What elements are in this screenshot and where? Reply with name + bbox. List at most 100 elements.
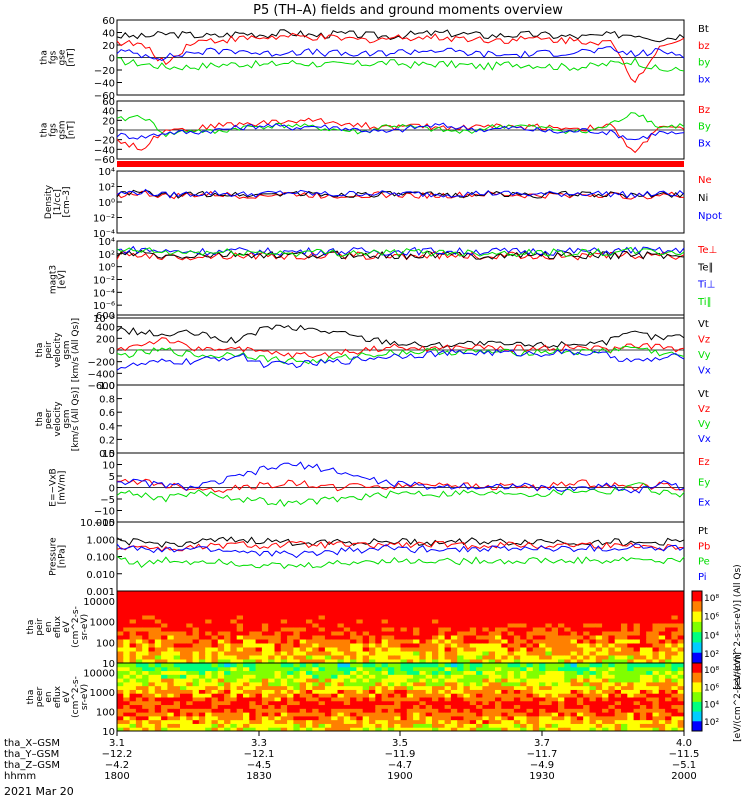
heatmap-cell <box>324 727 332 732</box>
heatmap-cell <box>293 685 301 690</box>
heatmap-cell <box>230 708 238 713</box>
heatmap-cell <box>268 685 275 690</box>
heatmap-cell <box>413 623 420 628</box>
heatmap-cell <box>608 655 616 660</box>
heatmap-cell <box>343 693 351 698</box>
heatmap-cell <box>595 685 603 690</box>
heatmap-cell <box>350 659 357 664</box>
heatmap-cell <box>224 685 231 690</box>
heatmap-cell <box>274 704 282 709</box>
heatmap-cell <box>293 715 301 721</box>
heatmap-cell <box>457 611 464 616</box>
heatmap-cell <box>639 655 647 660</box>
heatmap-cell <box>192 595 200 600</box>
heatmap-cell <box>362 689 370 694</box>
heatmap-cell <box>513 719 521 724</box>
heatmap-cell <box>243 715 250 721</box>
heatmap-cell <box>324 712 332 717</box>
heatmap-cell <box>198 643 206 648</box>
heatmap-cell <box>614 727 622 732</box>
heatmap-cell <box>362 674 370 679</box>
heatmap-cell <box>507 663 515 668</box>
heatmap-cell <box>324 655 332 660</box>
heatmap-cell <box>306 712 313 717</box>
heatmap-cell <box>438 607 446 612</box>
heatmap-cell <box>595 647 603 652</box>
heatmap-cell <box>425 619 433 624</box>
heatmap-cell <box>406 697 414 702</box>
heatmap-cell <box>627 697 635 702</box>
heatmap-cell <box>324 659 332 664</box>
heatmap-cell <box>236 635 244 640</box>
heatmap-cell <box>564 623 572 628</box>
heatmap-cell <box>469 670 477 675</box>
heatmap-cell <box>135 663 143 668</box>
heatmap-cell <box>526 603 534 608</box>
y-axis-label: [nT] <box>67 48 77 66</box>
heatmap-cell <box>621 599 628 604</box>
heatmap-cell <box>463 619 471 624</box>
heatmap-cell <box>173 670 181 675</box>
heatmap-cell <box>394 685 401 690</box>
legend-Ni: Ni <box>698 193 708 204</box>
heatmap-cell <box>646 623 653 628</box>
heatmap-cell <box>495 693 502 698</box>
heatmap-cell <box>173 727 181 732</box>
heatmap-cell <box>425 639 433 644</box>
heatmap-cell <box>608 591 616 596</box>
heatmap-cell <box>476 595 483 600</box>
heatmap-cell <box>608 719 616 724</box>
heatmap-cell <box>671 627 679 632</box>
heatmap-cell <box>419 659 427 664</box>
heatmap-cell <box>488 591 496 596</box>
heatmap-cell <box>671 727 679 732</box>
heatmap-cell <box>501 715 509 721</box>
heatmap-cell <box>369 603 376 608</box>
heatmap-cell <box>280 639 288 644</box>
heatmap-cell <box>230 607 238 612</box>
heatmap-cell <box>589 685 597 690</box>
heatmap-cell <box>658 595 666 600</box>
heatmap-cell <box>425 685 433 690</box>
heatmap-cell <box>350 647 357 652</box>
heatmap-cell <box>507 631 515 636</box>
heatmap-cell <box>526 595 534 600</box>
heatmap-cell <box>318 670 326 675</box>
heatmap-cell <box>167 631 175 636</box>
heatmap-cell <box>545 727 553 732</box>
heatmap-cell <box>318 651 326 656</box>
heatmap-cell <box>413 607 420 612</box>
heatmap-cell <box>444 651 452 656</box>
heatmap-cell <box>476 670 483 675</box>
heatmap-cell <box>243 599 250 604</box>
heatmap-cell <box>312 635 320 640</box>
heatmap-cell <box>243 708 250 713</box>
heatmap-cell <box>614 607 622 612</box>
heatmap-cell <box>438 619 446 624</box>
heatmap-cell <box>419 678 427 683</box>
heatmap-cell <box>299 591 307 596</box>
heatmap-cell <box>501 651 509 656</box>
heatmap-cell <box>331 727 338 732</box>
heatmap-cell <box>180 700 187 706</box>
heatmap-cell <box>280 727 288 732</box>
heatmap-cell <box>463 712 471 717</box>
heatmap-cell <box>621 670 628 675</box>
heatmap-cell <box>312 697 320 702</box>
heatmap-cell <box>350 704 357 709</box>
heatmap-cell <box>167 712 175 717</box>
heatmap-cell <box>324 715 332 721</box>
heatmap-cell <box>438 639 446 644</box>
heatmap-cell <box>324 670 332 675</box>
heatmap-cell <box>356 607 364 612</box>
heatmap-cell <box>425 651 433 656</box>
heatmap-cell <box>520 681 527 687</box>
heatmap-cell <box>324 666 332 672</box>
heatmap-cell <box>463 651 471 656</box>
heatmap-cell <box>142 727 149 732</box>
heatmap-cell <box>161 712 168 717</box>
heatmap-cell <box>198 719 206 724</box>
heatmap-cell <box>425 700 433 706</box>
heatmap-cell <box>129 639 137 644</box>
heatmap-cell <box>595 627 603 632</box>
